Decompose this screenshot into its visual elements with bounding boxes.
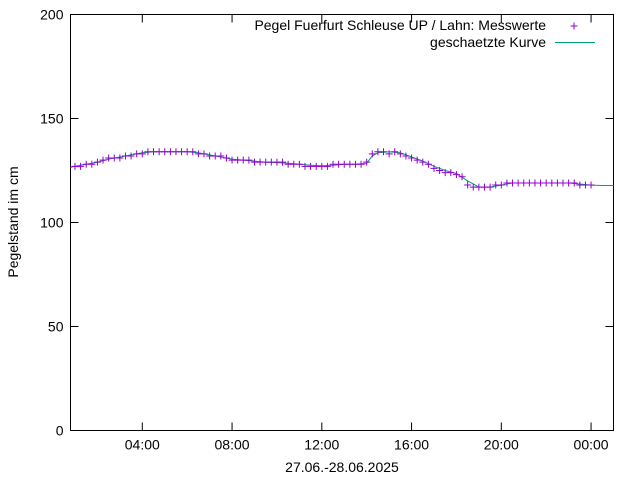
data-point-marker (127, 152, 135, 160)
data-point-marker (430, 164, 438, 172)
data-point-marker (424, 160, 432, 168)
plot-area-border (70, 14, 614, 431)
y-axis-label: Pegelstand im cm (5, 166, 21, 277)
data-point-marker (380, 148, 388, 156)
y-axis-ticks: 0 50 100 150 200 (40, 7, 614, 439)
data-point-marker (464, 181, 472, 189)
legend-label-curve: geschaetzte Kurve (430, 34, 546, 50)
x-tick-label: 08:00 (215, 437, 250, 453)
data-point-marker (217, 152, 225, 160)
data-point-marker (245, 156, 253, 164)
data-point-marker (99, 156, 107, 164)
data-point-marker (138, 150, 146, 158)
data-point-marker (93, 158, 101, 166)
data-point-marker (413, 156, 421, 164)
x-tick-label: 20:00 (484, 437, 519, 453)
data-point-marker (570, 179, 578, 187)
data-point-marker (357, 160, 365, 168)
data-point-marker (452, 171, 460, 179)
estimated-curve-series (70, 151, 614, 188)
data-point-marker (279, 158, 287, 166)
data-point-marker (200, 150, 208, 158)
data-point-marker (189, 148, 197, 156)
estimated-curve-line (70, 151, 614, 188)
data-point-marker (436, 167, 444, 174)
data-point-marker (402, 152, 410, 160)
y-tick-label: 0 (56, 423, 64, 439)
x-tick-label: 04:00 (125, 437, 160, 453)
data-point-marker (295, 160, 303, 168)
x-axis-ticks: 04:00 08:00 12:00 16:00 20:00 00:00 (125, 14, 609, 453)
data-point-marker (222, 154, 230, 162)
y-tick-label: 50 (48, 319, 64, 335)
data-point-marker (408, 154, 416, 162)
data-point-marker (458, 173, 466, 181)
y-tick-label: 100 (40, 215, 64, 231)
data-point-marker (368, 150, 376, 158)
data-point-marker (396, 150, 404, 158)
data-point-marker (391, 148, 399, 156)
x-tick-label: 12:00 (304, 437, 339, 453)
x-tick-label: 00:00 (574, 437, 609, 453)
data-point-marker (419, 158, 427, 166)
data-point-marker (497, 181, 505, 189)
legend: Pegel Fuerfurt Schleuse UP / Lahn: Messw… (254, 17, 595, 50)
legend-label-measurements: Pegel Fuerfurt Schleuse UP / Lahn: Messw… (254, 17, 546, 33)
data-point-marker (88, 160, 96, 168)
y-tick-label: 150 (40, 111, 64, 127)
data-point-marker (447, 169, 455, 177)
x-axis-label: 27.06.-28.06.2025 (285, 459, 399, 475)
measurement-points-series (71, 148, 595, 191)
data-point-marker (385, 150, 393, 158)
y-tick-label: 200 (40, 7, 64, 23)
data-point-marker (363, 158, 371, 166)
data-point-marker (116, 154, 124, 162)
data-point-marker (587, 181, 595, 189)
legend-marker-measurements (570, 22, 578, 30)
data-point-marker (323, 162, 331, 170)
data-point-marker (77, 162, 85, 170)
x-tick-label: 16:00 (394, 437, 429, 453)
data-point-marker (486, 183, 494, 191)
